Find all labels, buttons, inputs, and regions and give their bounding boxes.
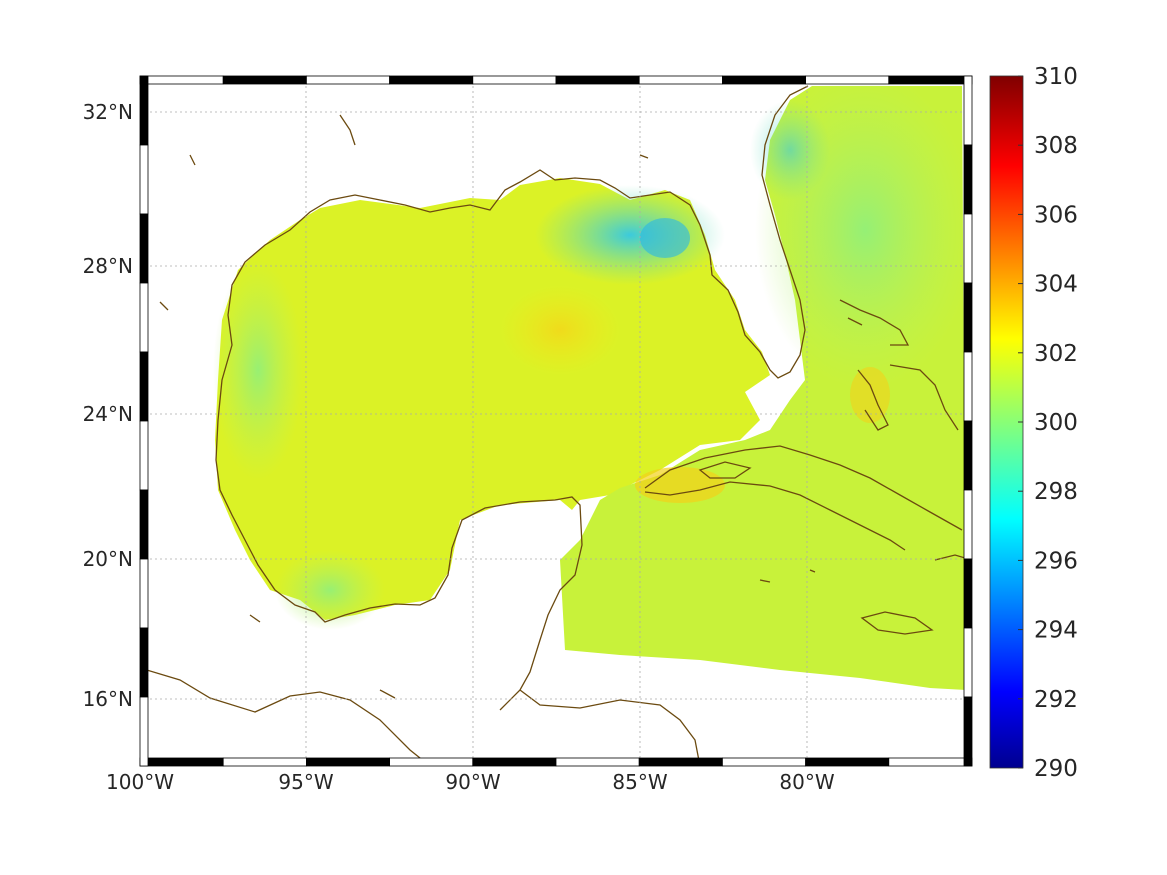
lat-tick-label: 16°N xyxy=(83,687,133,711)
frame-segment xyxy=(638,75,723,85)
frame-segment xyxy=(139,351,149,422)
frame-segment xyxy=(963,75,973,146)
frame-segment xyxy=(139,144,149,215)
frame-segment xyxy=(805,757,890,767)
frame-segment xyxy=(139,627,149,698)
frame-segment xyxy=(555,75,640,85)
colorbar-tick-label: 308 xyxy=(1034,133,1078,159)
frame-segment xyxy=(963,144,973,215)
frame-segment xyxy=(305,757,390,767)
frame-segment xyxy=(139,75,224,85)
frame-segment xyxy=(963,696,973,767)
frame-segment xyxy=(139,420,149,491)
frame-segment xyxy=(139,75,149,146)
frame-segment xyxy=(555,757,640,767)
frame-segment xyxy=(139,213,149,284)
lat-tick-label: 28°N xyxy=(83,254,133,278)
frame-segment xyxy=(722,757,807,767)
coastline-jamaica xyxy=(860,611,934,635)
coastline-islands xyxy=(159,114,816,699)
frame-segment xyxy=(638,757,723,767)
frame-segment xyxy=(963,351,973,422)
frame-segment xyxy=(805,75,890,85)
frame-segment xyxy=(963,213,973,284)
frame-segment xyxy=(139,696,149,767)
frame-segment xyxy=(389,75,474,85)
colorbar: 310 308 306 304 302 300 298 296 294 292 290 xyxy=(989,64,1078,782)
colorbar-tick-label: 290 xyxy=(1034,756,1078,782)
cool-core xyxy=(640,218,690,258)
colorbar-tick-label: 310 xyxy=(1034,64,1078,90)
frame-segment xyxy=(963,489,973,560)
colorbar-tick-label: 296 xyxy=(1034,548,1078,574)
colorbar-tick-label: 298 xyxy=(1034,479,1078,505)
frame-segment xyxy=(139,489,149,560)
sst-field-gulf xyxy=(215,178,770,620)
frame-segment xyxy=(963,558,973,629)
cool-anomaly-north xyxy=(535,185,725,285)
frame-segment xyxy=(472,75,557,85)
colorbar-tick-label: 304 xyxy=(1034,272,1078,298)
lon-tick-label: 95°W xyxy=(278,770,333,794)
frame-segment xyxy=(888,75,973,85)
frame-segment xyxy=(722,75,807,85)
lon-tick-label: 90°W xyxy=(445,770,500,794)
frame-segment xyxy=(139,757,224,767)
lon-tick-label: 100°W xyxy=(106,770,174,794)
coastline-central-america xyxy=(140,667,431,766)
colorbar-tick-label: 302 xyxy=(1034,341,1078,367)
colorbar-tick-label: 306 xyxy=(1034,202,1078,228)
graticule xyxy=(140,76,972,766)
lat-tick-label: 24°N xyxy=(83,402,133,426)
map-area xyxy=(140,76,972,766)
lon-tick-labels: 100°W 95°W 90°W 85°W 80°W xyxy=(106,770,835,794)
lon-tick-label: 85°W xyxy=(612,770,667,794)
lat-tick-label: 20°N xyxy=(83,547,133,571)
frame-segment xyxy=(139,558,149,629)
frame-segment xyxy=(888,757,973,767)
colorbar-gradient xyxy=(989,75,1024,769)
lat-tick-labels: 32°N 28°N 24°N 20°N 16°N xyxy=(83,100,133,711)
cool-anomaly-west xyxy=(213,260,303,480)
colorbar-tick-label: 294 xyxy=(1034,618,1078,644)
colorbar-ticks: 310 308 306 304 302 300 298 296 294 292 290 xyxy=(1018,64,1078,782)
map-frame xyxy=(139,75,973,767)
frame-segment xyxy=(963,420,973,491)
frame-segment xyxy=(472,757,557,767)
atlantic-cool-north xyxy=(750,100,830,200)
coastline-mainland xyxy=(215,85,809,711)
coastline-isle-of-youth xyxy=(698,461,752,479)
colorbar-tick-label: 292 xyxy=(1034,687,1078,713)
frame-segment xyxy=(963,627,973,698)
lat-tick-label: 32°N xyxy=(83,100,133,124)
frame-segment xyxy=(222,757,307,767)
warm-bahamas xyxy=(850,367,890,423)
lon-tick-label: 80°W xyxy=(779,770,834,794)
frame-segment xyxy=(305,75,390,85)
coastline-cuba xyxy=(644,445,963,551)
frame-segment xyxy=(389,757,474,767)
frame-segment xyxy=(963,282,973,353)
frame-segment xyxy=(222,75,307,85)
cool-anomaly-south xyxy=(275,550,385,630)
coastline-bahamas xyxy=(839,299,959,431)
warm-anomaly xyxy=(500,285,620,375)
colorbar-tick-label: 300 xyxy=(1034,410,1078,436)
frame-segment xyxy=(139,282,149,353)
